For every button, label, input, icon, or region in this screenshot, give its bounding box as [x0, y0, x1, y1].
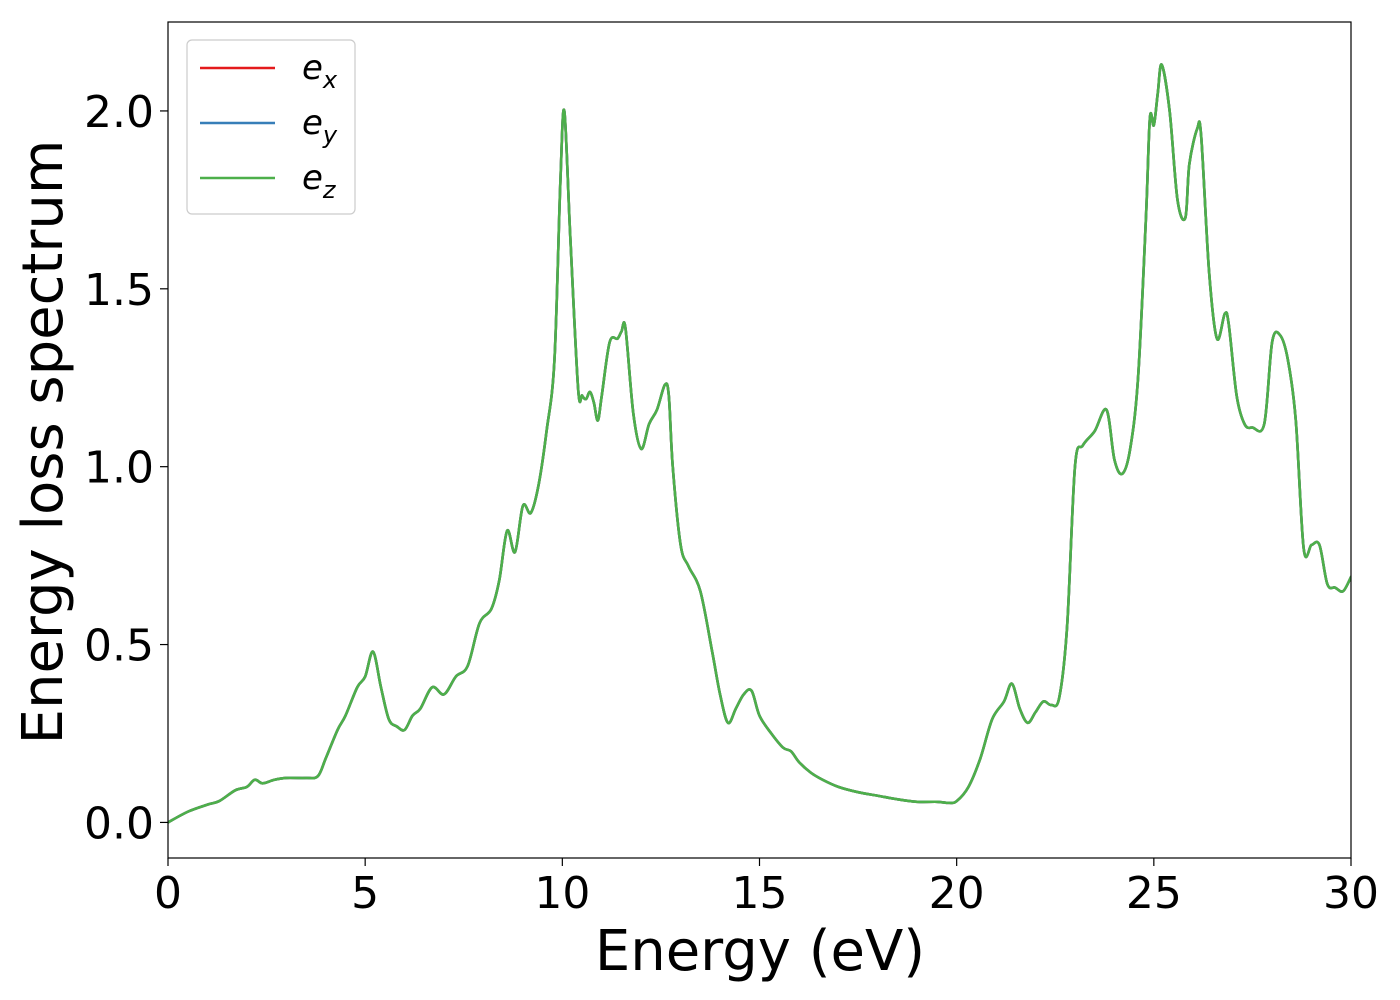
legend-label: ey [302, 103, 338, 149]
series-line-e-z [168, 63, 1351, 824]
y-tick-label: 1.5 [84, 265, 154, 316]
legend-label-subscript: y [322, 121, 338, 149]
legend-box [186, 39, 356, 215]
y-tick-label: 0.5 [84, 621, 154, 672]
x-axis: 0 5 10 15 20 25 30 [154, 858, 1379, 919]
x-tick-label: 5 [351, 868, 379, 919]
x-tick-label: 0 [154, 868, 182, 919]
legend-label-base: e [302, 48, 323, 88]
x-tick-label: 30 [1323, 868, 1379, 919]
legend-label-base: e [302, 103, 323, 143]
x-axis-label: Energy (eV) [595, 919, 925, 984]
legend-label: ez [302, 158, 337, 204]
legend-label: ex [302, 48, 338, 94]
y-tick-label: 1.0 [84, 443, 154, 494]
y-tick-label: 0.0 [84, 798, 154, 849]
legend-label-base: e [302, 158, 323, 198]
y-axis-label: Energy loss spectrum [11, 140, 76, 745]
y-axis: 0.0 0.5 1.0 1.5 2.0 [84, 87, 168, 849]
x-tick-label: 10 [534, 868, 590, 919]
x-tick-label: 20 [929, 868, 985, 919]
x-tick-label: 25 [1126, 868, 1182, 919]
legend-label-subscript: x [322, 66, 338, 94]
x-tick-label: 15 [732, 868, 788, 919]
plot-area [168, 63, 1351, 824]
y-tick-label: 2.0 [84, 87, 154, 138]
legend-label-subscript: z [322, 176, 337, 204]
